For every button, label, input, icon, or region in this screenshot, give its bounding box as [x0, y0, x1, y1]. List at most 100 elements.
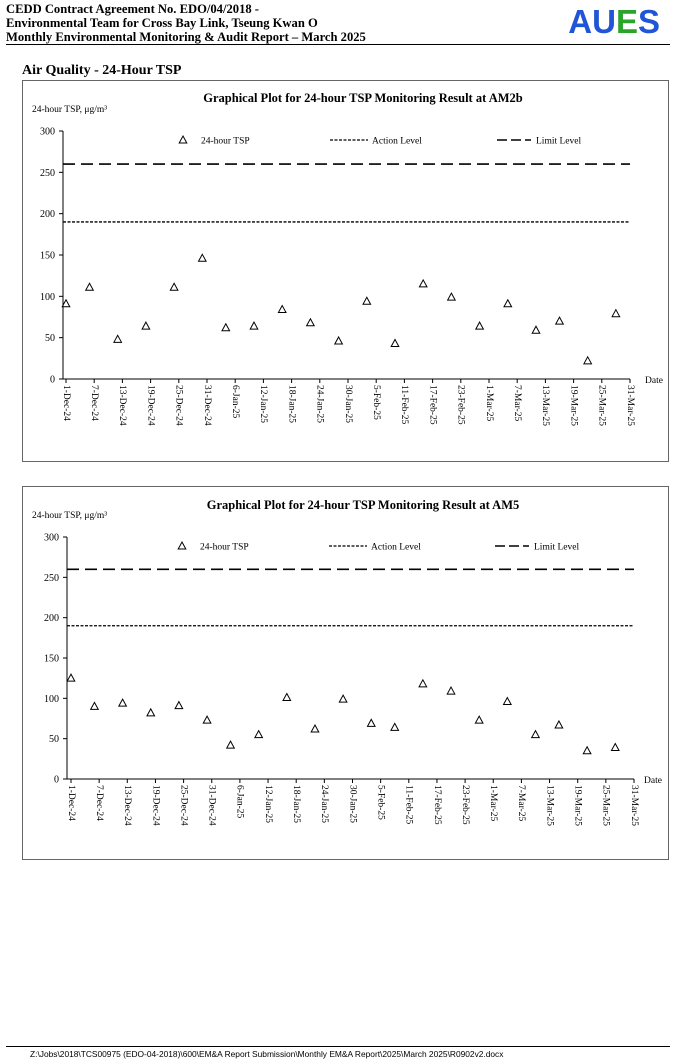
data-point	[418, 678, 428, 688]
x-tick-label: 19-Mar-25	[573, 785, 583, 826]
x-tick-label: 6-Jan-25	[235, 785, 245, 818]
chart-am5-svg: Graphical Plot for 24-hour TSP Monitorin…	[32, 498, 662, 826]
x-tick-label: 13-Mar-25	[544, 785, 554, 826]
x-tick-label: 19-Dec-24	[145, 385, 155, 426]
x-tick-label: 23-Feb-25	[460, 785, 470, 825]
x-tick-label: 5-Feb-25	[375, 785, 385, 820]
x-tick-label: 12-Jan-25	[263, 785, 273, 823]
chart-title: Graphical Plot for 24-hour TSP Monitorin…	[207, 498, 520, 512]
y-tick-label: 200	[40, 209, 55, 220]
legend-marker-tsp	[177, 540, 187, 550]
x-tick-label: 7-Mar-25	[516, 785, 526, 821]
data-point	[197, 253, 207, 262]
data-point	[141, 321, 151, 330]
aues-logo: AUES	[568, 4, 660, 40]
data-point	[84, 282, 95, 291]
header-text: CEDD Contract Agreement No. EDO/04/2018 …	[6, 2, 366, 44]
data-point	[611, 308, 621, 318]
x-axis-label: Date	[645, 376, 663, 386]
x-tick-label: 7-Mar-25	[512, 385, 522, 421]
report-header: CEDD Contract Agreement No. EDO/04/2018 …	[6, 2, 670, 45]
x-axis-label: Date	[644, 776, 662, 786]
data-point	[418, 278, 428, 288]
data-point	[531, 325, 541, 334]
data-point	[169, 282, 179, 291]
data-point	[366, 718, 376, 727]
y-tick-label: 300	[40, 127, 55, 138]
x-tick-label: 30-Jan-25	[347, 785, 357, 823]
y-tick-label: 0	[50, 375, 55, 386]
data-point	[474, 715, 484, 724]
legend-label-limit: Limit Level	[534, 543, 579, 553]
data-point	[446, 686, 456, 695]
x-tick-label: 19-Dec-24	[150, 785, 160, 826]
section-title: Air Quality - 24-Hour TSP	[22, 63, 182, 78]
logo-letter: E	[615, 3, 638, 40]
x-tick-label: 25-Dec-24	[178, 785, 188, 826]
legend-label-action: Action Level	[372, 137, 422, 147]
y-tick-label: 50	[49, 734, 59, 745]
chart-am2b-svg: Graphical Plot for 24-hour TSP Monitorin…	[32, 91, 663, 426]
data-point	[174, 700, 184, 710]
x-tick-label: 25-Dec-24	[174, 385, 184, 426]
y-tick-label: 250	[40, 168, 55, 179]
x-tick-label: 13-Mar-25	[540, 385, 550, 426]
data-point	[333, 335, 344, 345]
data-point	[610, 742, 620, 752]
x-tick-label: 24-Jan-25	[319, 785, 329, 823]
y-tick-label: 100	[44, 694, 59, 705]
x-tick-label: 31-Dec-24	[207, 785, 217, 826]
data-point	[446, 292, 457, 301]
x-tick-label: 11-Feb-25	[399, 385, 409, 424]
data-point	[254, 729, 264, 739]
x-tick-label: 1-Mar-25	[484, 385, 494, 421]
header-line-2: Environmental Team for Cross Bay Link, T…	[6, 16, 318, 30]
data-point	[503, 298, 513, 308]
data-point	[338, 694, 348, 703]
y-tick-label: 50	[45, 333, 55, 344]
y-tick-label: 150	[40, 251, 55, 262]
y-tick-label: 150	[44, 654, 59, 665]
x-tick-label: 30-Jan-25	[343, 385, 353, 423]
data-point	[221, 322, 231, 332]
x-tick-label: 5-Feb-25	[371, 385, 381, 420]
data-point	[362, 296, 372, 305]
y-tick-label: 0	[54, 775, 59, 786]
logo-letter: A	[568, 3, 593, 40]
data-point	[310, 723, 320, 733]
data-point	[583, 355, 593, 365]
x-tick-label: 19-Mar-25	[568, 385, 578, 426]
y-axis-label: 24-hour TSP, μg/m³	[32, 511, 107, 521]
x-tick-label: 13-Dec-24	[122, 785, 132, 826]
data-point	[225, 740, 236, 749]
x-tick-label: 7-Dec-24	[94, 785, 104, 821]
x-tick-label: 31-Dec-24	[202, 385, 212, 426]
x-tick-label: 23-Feb-25	[456, 385, 466, 425]
x-tick-label: 1-Dec-24	[61, 385, 71, 421]
x-tick-label: 24-Jan-25	[315, 385, 325, 423]
x-tick-label: 18-Jan-25	[291, 785, 301, 823]
chart-am2b: Graphical Plot for 24-hour TSP Monitorin…	[22, 80, 669, 462]
data-point	[530, 729, 541, 739]
footer-divider	[6, 1046, 670, 1047]
data-point	[113, 334, 123, 343]
y-tick-label: 250	[44, 573, 59, 584]
x-tick-label: 7-Dec-24	[89, 385, 99, 421]
x-tick-label: 11-Feb-25	[404, 785, 414, 824]
legend-label-limit: Limit Level	[536, 137, 581, 147]
x-tick-label: 1-Mar-25	[488, 785, 498, 821]
y-tick-label: 200	[44, 613, 59, 624]
y-tick-label: 300	[44, 533, 59, 544]
x-tick-label: 17-Feb-25	[427, 385, 437, 425]
x-tick-label: 25-Mar-25	[601, 785, 611, 826]
x-tick-label: 17-Feb-25	[432, 785, 442, 825]
footer-path: Z:\Jobs\2018\TCS00975 (EDO-04-2018)\600\…	[30, 1049, 504, 1059]
legend-label-tsp: 24-hour TSP	[200, 543, 249, 553]
legend-marker-tsp	[178, 134, 188, 144]
data-point	[554, 719, 564, 729]
logo-letter: U	[592, 3, 616, 40]
x-tick-label: 1-Dec-24	[66, 785, 76, 821]
data-point	[282, 692, 292, 702]
logo-letter: S	[637, 3, 660, 40]
x-tick-label: 31-Mar-25	[629, 785, 639, 826]
